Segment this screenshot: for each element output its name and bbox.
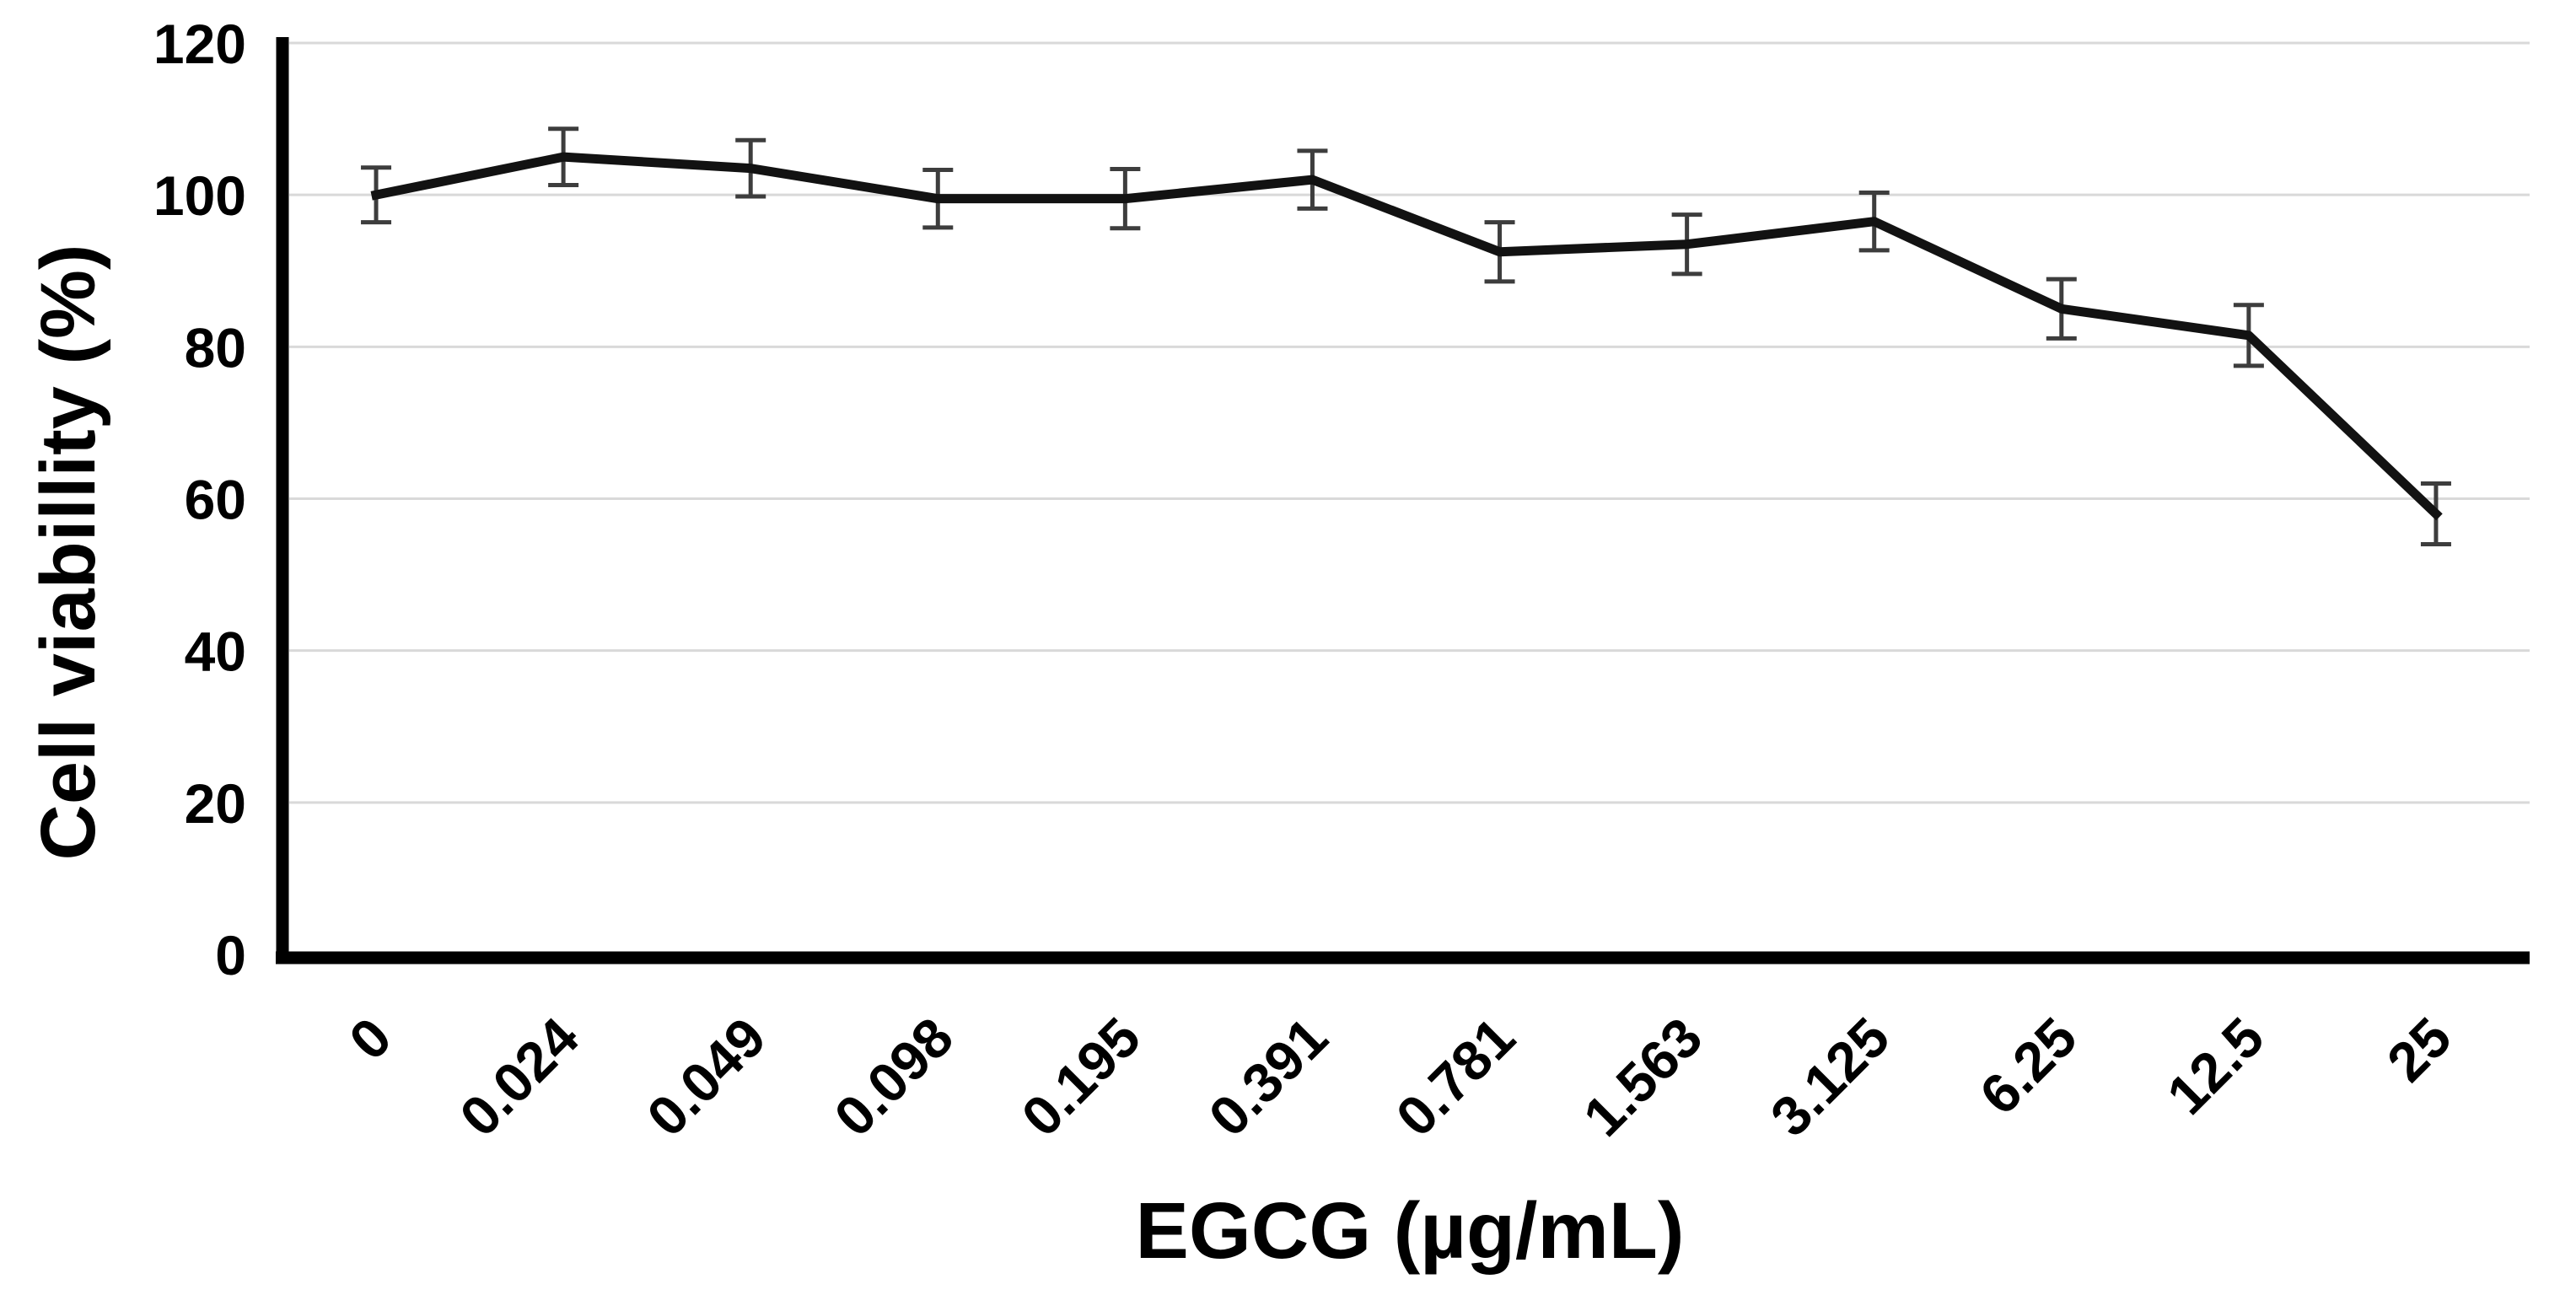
x-tick-label-0.195: 0.195 — [1009, 1006, 1152, 1148]
y-tick-label-60: 60 — [185, 469, 246, 531]
y-tick-label-80: 80 — [185, 316, 246, 379]
y-tick-label-0: 0 — [215, 924, 246, 986]
y-tick-label-40: 40 — [185, 621, 246, 683]
x-tick-label-6.25: 6.25 — [1968, 1006, 2089, 1126]
x-tick-label-0.024: 0.024 — [448, 1005, 590, 1147]
x-tick-label-3.125: 3.125 — [1758, 1006, 1901, 1148]
y-tick-label-120: 120 — [153, 13, 246, 75]
y-tick-label-100: 100 — [153, 164, 246, 227]
x-tick-label-0: 0 — [337, 1006, 403, 1072]
x-tick-label-0.391: 0.391 — [1197, 1006, 1339, 1148]
x-tick-label-12.5: 12.5 — [2155, 1006, 2276, 1126]
x-axis-title: EGCG (µg/mL) — [1135, 1186, 1684, 1276]
x-tick-label-0.781: 0.781 — [1384, 1006, 1526, 1148]
x-tick-label-0.049: 0.049 — [635, 1006, 777, 1148]
x-tick-label-25: 25 — [2375, 1006, 2463, 1093]
series-line-cell-viability — [370, 152, 2443, 521]
x-tick-label-1.563: 1.563 — [1571, 1006, 1713, 1148]
x-tick-label-0.098: 0.098 — [822, 1006, 965, 1148]
y-axis-title: Cell viabillity (%) — [25, 244, 111, 860]
y-tick-label-20: 20 — [185, 772, 246, 835]
